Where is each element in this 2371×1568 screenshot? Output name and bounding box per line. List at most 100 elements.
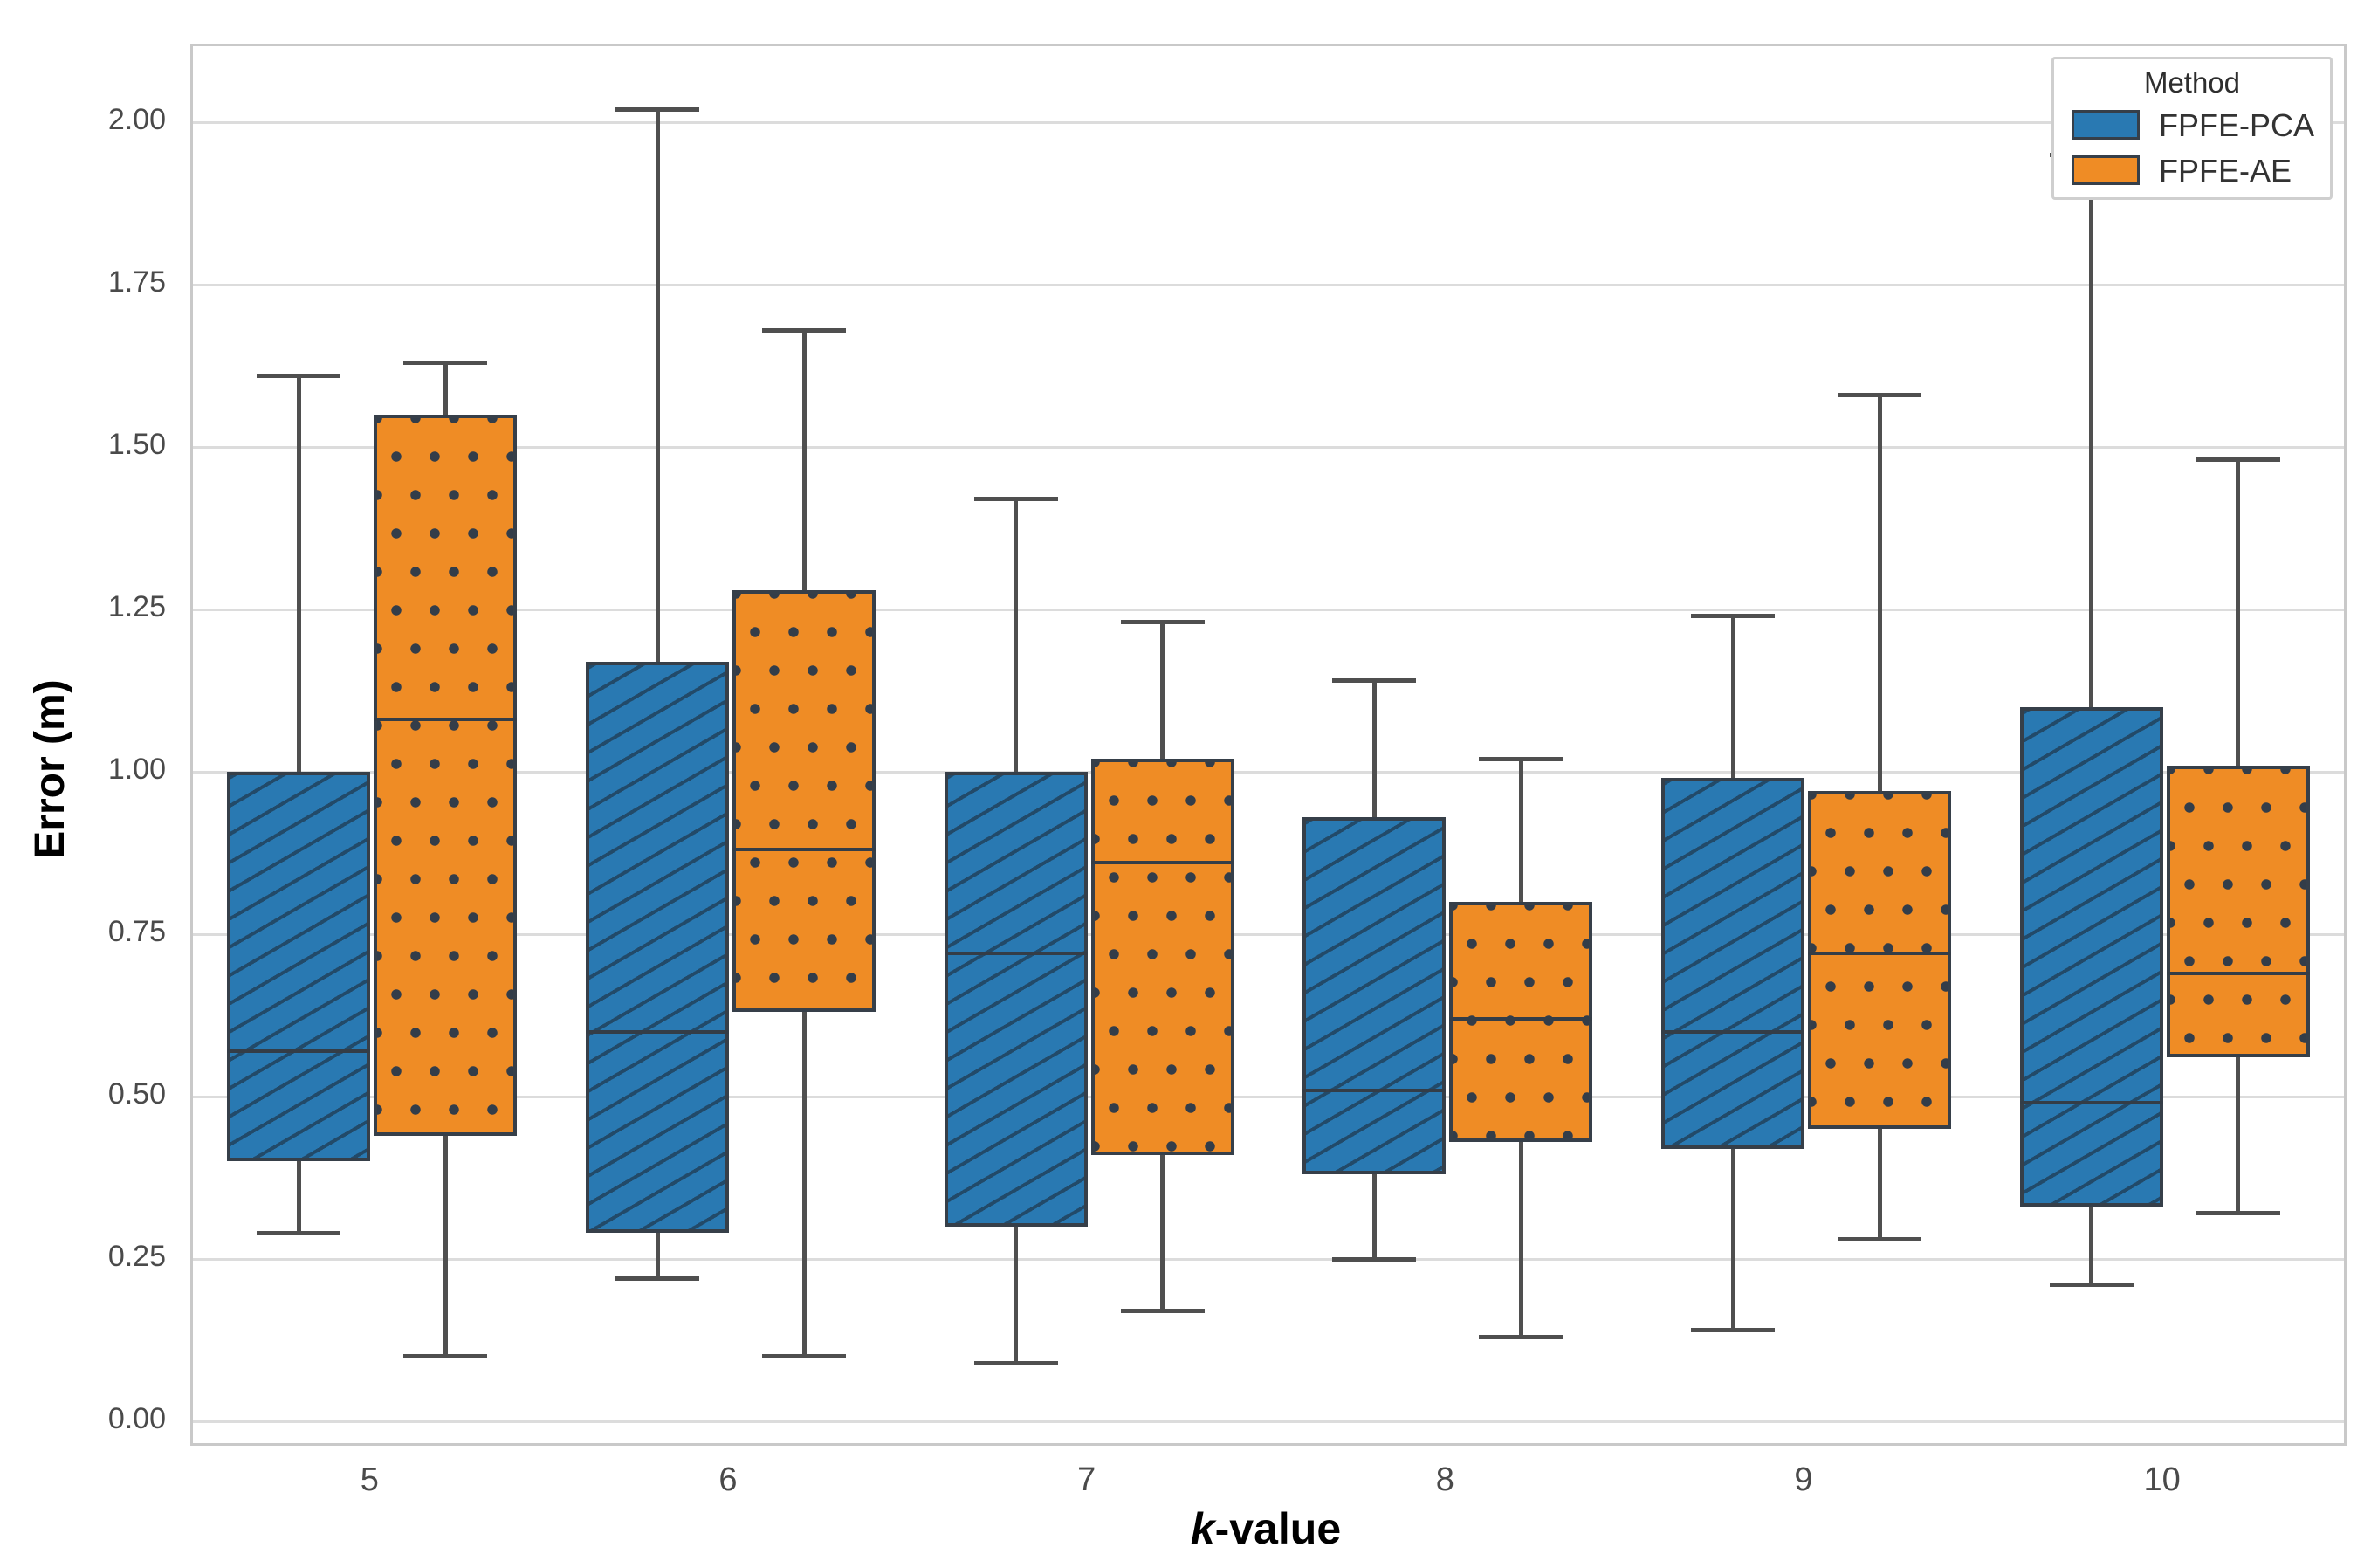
whisker-cap-upper-FPFE-AE-k7	[1120, 620, 1205, 625]
x-tick-label-10: 10	[2143, 1461, 2181, 1498]
whisker-lower-FPFE-PCA-k7	[1014, 1226, 1019, 1364]
gridline-2.00	[193, 120, 2344, 124]
whisker-cap-lower-FPFE-PCA-k8	[1332, 1256, 1417, 1262]
median-FPFE-AE-k5	[374, 718, 518, 722]
x-tick-label-5: 5	[360, 1461, 379, 1498]
median-FPFE-PCA-k8	[1302, 1088, 1447, 1092]
y-tick-label-1.50: 1.50	[107, 428, 166, 461]
box-FPFE-AE-k10	[2166, 765, 2310, 1058]
whisker-cap-upper-FPFE-PCA-k6	[615, 107, 699, 112]
whisker-cap-upper-FPFE-AE-k6	[762, 327, 846, 333]
median-FPFE-PCA-k9	[1661, 1029, 1804, 1034]
whisker-cap-lower-FPFE-PCA-k9	[1691, 1328, 1775, 1333]
whisker-cap-upper-FPFE-PCA-k9	[1691, 613, 1775, 618]
median-FPFE-AE-k9	[1808, 952, 1951, 956]
box-FPFE-PCA-k5	[227, 772, 371, 1162]
gridline-0.25	[193, 1257, 2344, 1261]
whisker-lower-FPFE-AE-k10	[2236, 1057, 2241, 1214]
gridline-0.50	[193, 1095, 2344, 1098]
median-FPFE-PCA-k6	[586, 1029, 729, 1034]
box-FPFE-AE-k5	[374, 414, 518, 1136]
y-tick-label-0.50: 0.50	[107, 1077, 166, 1111]
x-tick-label-7: 7	[1077, 1461, 1096, 1498]
whisker-upper-FPFE-AE-k7	[1160, 622, 1165, 760]
box-FPFE-AE-k6	[732, 589, 876, 1013]
gridline-1.50	[193, 445, 2344, 449]
y-tick-label-1.25: 1.25	[107, 590, 166, 623]
box-FPFE-PCA-k9	[1661, 778, 1804, 1149]
legend-title: Method	[2143, 66, 2241, 99]
whisker-cap-lower-FPFE-AE-k10	[2196, 1211, 2280, 1216]
whisker-upper-FPFE-PCA-k5	[296, 375, 301, 772]
whisker-cap-lower-FPFE-AE-k6	[762, 1354, 846, 1359]
gridline-1.75	[193, 283, 2344, 286]
box-FPFE-AE-k8	[1449, 901, 1593, 1143]
legend-label-fpfe-pca: FPFE-PCA	[2159, 107, 2315, 143]
whisker-upper-FPFE-PCA-k8	[1371, 680, 1377, 818]
whisker-upper-FPFE-AE-k10	[2236, 459, 2241, 766]
box-FPFE-AE-k9	[1808, 791, 1951, 1130]
whisker-upper-FPFE-AE-k5	[443, 362, 448, 415]
median-FPFE-PCA-k5	[227, 1049, 371, 1053]
whisker-cap-lower-FPFE-PCA-k5	[257, 1230, 341, 1235]
legend-swatch-fpfe-ae	[2072, 155, 2140, 185]
whisker-lower-FPFE-PCA-k10	[2089, 1207, 2094, 1285]
whisker-lower-FPFE-PCA-k5	[296, 1161, 301, 1234]
whisker-upper-FPFE-AE-k9	[1877, 395, 1882, 792]
whisker-cap-upper-FPFE-PCA-k5	[257, 373, 341, 378]
whisker-upper-FPFE-AE-k8	[1518, 759, 1523, 902]
y-tick-label-0.00: 0.00	[107, 1402, 166, 1435]
whisker-lower-FPFE-AE-k5	[443, 1135, 448, 1357]
whisker-cap-upper-FPFE-PCA-k8	[1332, 678, 1417, 684]
whisker-cap-upper-FPFE-PCA-k7	[973, 497, 1058, 502]
median-FPFE-AE-k7	[1090, 861, 1234, 865]
box-FPFE-PCA-k10	[2019, 706, 2163, 1207]
box-FPFE-PCA-k7	[944, 772, 1088, 1227]
x-axis-label-italic-k: k	[1190, 1504, 1215, 1553]
legend: Method FPFE-PCA FPFE-AE	[2051, 57, 2333, 200]
whisker-lower-FPFE-AE-k9	[1877, 1129, 1882, 1240]
whisker-cap-lower-FPFE-AE-k7	[1120, 1309, 1205, 1314]
whisker-cap-upper-FPFE-AE-k9	[1838, 392, 1921, 397]
plot-area	[190, 44, 2347, 1446]
box-FPFE-PCA-k6	[586, 661, 729, 1234]
whisker-lower-FPFE-AE-k7	[1160, 1154, 1165, 1311]
legend-swatch-fpfe-pca	[2072, 110, 2140, 140]
whisker-upper-FPFE-PCA-k7	[1014, 499, 1019, 772]
median-FPFE-AE-k8	[1449, 1016, 1593, 1021]
whisker-lower-FPFE-AE-k8	[1518, 1142, 1523, 1338]
x-axis-label-rest: -value	[1214, 1504, 1342, 1553]
whisker-cap-upper-FPFE-AE-k8	[1479, 756, 1563, 761]
gridline-1.00	[193, 770, 2344, 774]
box-FPFE-PCA-k8	[1302, 817, 1447, 1175]
whisker-lower-FPFE-PCA-k9	[1730, 1148, 1735, 1331]
median-FPFE-PCA-k10	[2019, 1101, 2163, 1105]
gridline-0.75	[193, 932, 2344, 936]
whisker-upper-FPFE-PCA-k10	[2089, 155, 2094, 707]
whisker-upper-FPFE-PCA-k9	[1730, 616, 1735, 779]
gridline-0.00	[193, 1420, 2344, 1423]
whisker-lower-FPFE-AE-k6	[801, 1012, 807, 1357]
box-FPFE-AE-k7	[1090, 759, 1234, 1155]
y-tick-label-1.00: 1.00	[107, 753, 166, 786]
y-tick-label-2.00: 2.00	[107, 103, 166, 136]
y-tick-label-0.75: 0.75	[107, 915, 166, 948]
x-tick-label-9: 9	[1794, 1461, 1813, 1498]
whisker-cap-lower-FPFE-AE-k8	[1479, 1334, 1563, 1339]
median-FPFE-PCA-k7	[944, 952, 1088, 956]
whisker-cap-upper-FPFE-AE-k5	[403, 360, 488, 365]
x-axis-label: k-value	[190, 1503, 2341, 1554]
y-tick-label-0.25: 0.25	[107, 1240, 166, 1273]
x-tick-label-8: 8	[1435, 1461, 1454, 1498]
whisker-lower-FPFE-PCA-k8	[1371, 1174, 1377, 1259]
whisker-upper-FPFE-PCA-k6	[655, 109, 660, 662]
median-FPFE-AE-k6	[732, 848, 876, 852]
median-FPFE-AE-k10	[2166, 971, 2310, 975]
whisker-lower-FPFE-PCA-k6	[655, 1233, 660, 1279]
whisker-upper-FPFE-AE-k6	[801, 330, 807, 590]
x-tick-label-6: 6	[718, 1461, 738, 1498]
whisker-cap-lower-FPFE-PCA-k10	[2049, 1283, 2134, 1288]
whisker-cap-upper-FPFE-AE-k10	[2196, 457, 2280, 463]
whisker-cap-lower-FPFE-AE-k9	[1838, 1237, 1921, 1242]
